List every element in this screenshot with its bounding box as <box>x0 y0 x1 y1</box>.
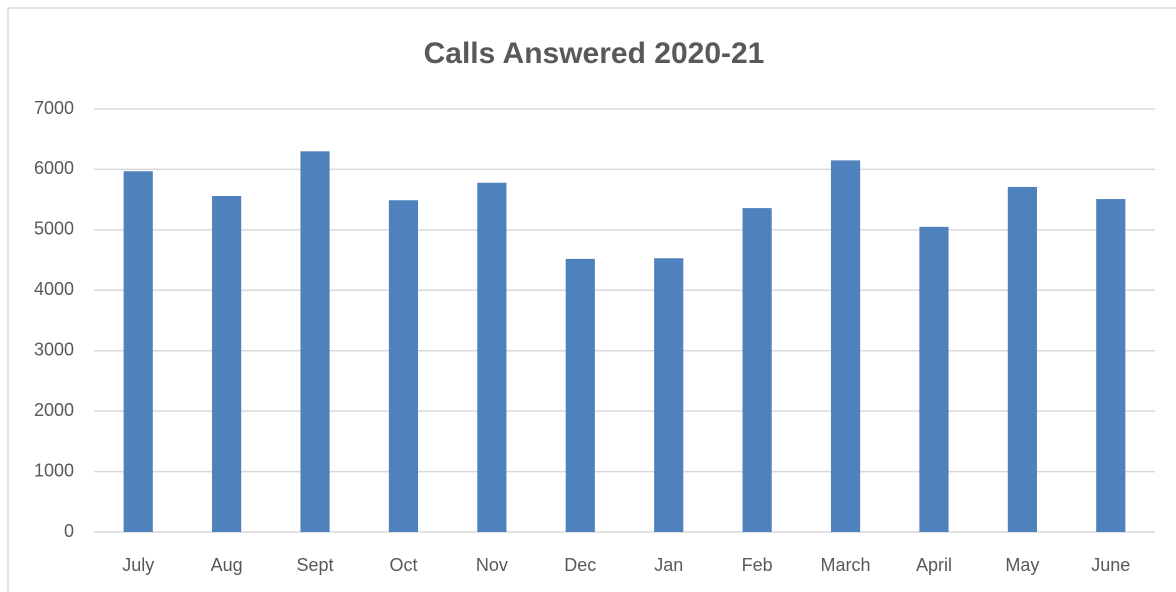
x-tick-label: Nov <box>476 555 508 575</box>
chart-title: Calls Answered 2020-21 <box>424 37 765 70</box>
bar <box>212 196 242 532</box>
bar <box>1096 199 1126 532</box>
y-tick-label: 6000 <box>34 158 74 178</box>
bar <box>123 171 153 532</box>
y-tick-label: 7000 <box>34 98 74 118</box>
y-tick-label: 0 <box>64 521 74 541</box>
x-tick-label: June <box>1091 555 1130 575</box>
bar <box>388 200 419 533</box>
x-tick-label: July <box>122 555 154 575</box>
bar <box>477 182 507 533</box>
x-tick-label: Aug <box>211 555 243 575</box>
x-tick-label: March <box>821 555 871 575</box>
y-tick-label: 1000 <box>34 460 74 480</box>
x-tick-label: Jan <box>654 555 683 575</box>
x-tick-label: April <box>916 555 952 575</box>
bar <box>654 258 684 532</box>
y-tick-label: 3000 <box>34 339 74 359</box>
bar <box>919 226 949 533</box>
y-tick-label: 2000 <box>34 400 74 420</box>
bar <box>565 258 595 532</box>
x-tick-label: Feb <box>742 555 773 575</box>
x-tick-label: Sept <box>297 555 334 575</box>
x-tick-label: Oct <box>389 555 417 575</box>
bar <box>830 160 861 532</box>
y-tick-label: 5000 <box>34 219 74 239</box>
bar <box>742 208 772 533</box>
y-tick-label: 4000 <box>34 279 74 299</box>
x-tick-label: Dec <box>564 555 596 575</box>
bar <box>300 151 330 533</box>
bar <box>1007 186 1037 532</box>
x-tick-label: May <box>1005 555 1039 575</box>
